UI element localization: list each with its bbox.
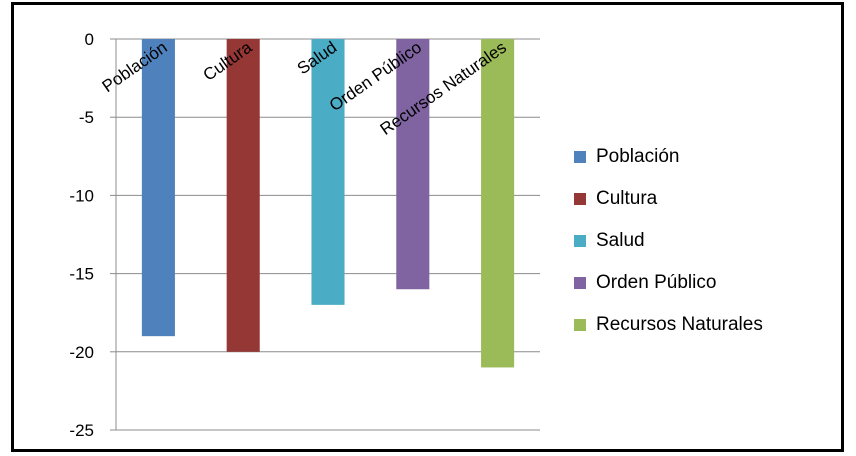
legend-swatch — [574, 235, 586, 247]
legend-item-cultura: Cultura — [574, 178, 844, 220]
legend: Población Cultura Salud Orden Público Re… — [574, 136, 844, 346]
legend-item-poblacion: Población — [574, 136, 844, 178]
bar — [141, 39, 175, 337]
bar — [226, 39, 260, 352]
y-tick-label: ‑25 — [69, 421, 94, 440]
bar — [311, 39, 345, 305]
gridlines — [116, 38, 540, 431]
y-axis: 0 ‑5 ‑10 ‑15 ‑20 ‑25 — [69, 30, 117, 440]
legend-item-salud: Salud — [574, 220, 844, 262]
legend-label: Población — [596, 146, 680, 167]
bars — [141, 39, 515, 368]
legend-item-orden-publico: Orden Público — [574, 262, 844, 304]
y-tick-label: 0 — [85, 30, 94, 49]
y-tick-label: ‑10 — [69, 186, 94, 205]
legend-swatch — [574, 277, 586, 289]
bar — [396, 39, 430, 290]
legend-swatch — [574, 319, 586, 331]
legend-label: Recursos Naturales — [596, 314, 763, 335]
legend-swatch — [574, 151, 586, 163]
legend-label: Orden Público — [596, 272, 717, 293]
legend-label: Cultura — [596, 188, 658, 209]
bar — [481, 39, 515, 368]
y-tick-label: ‑20 — [69, 343, 94, 362]
y-tick-label: ‑5 — [79, 108, 94, 127]
legend-item-recursos-naturales: Recursos Naturales — [574, 304, 844, 346]
legend-label: Salud — [596, 230, 645, 251]
legend-swatch — [574, 193, 586, 205]
y-tick-label: ‑15 — [69, 265, 94, 284]
